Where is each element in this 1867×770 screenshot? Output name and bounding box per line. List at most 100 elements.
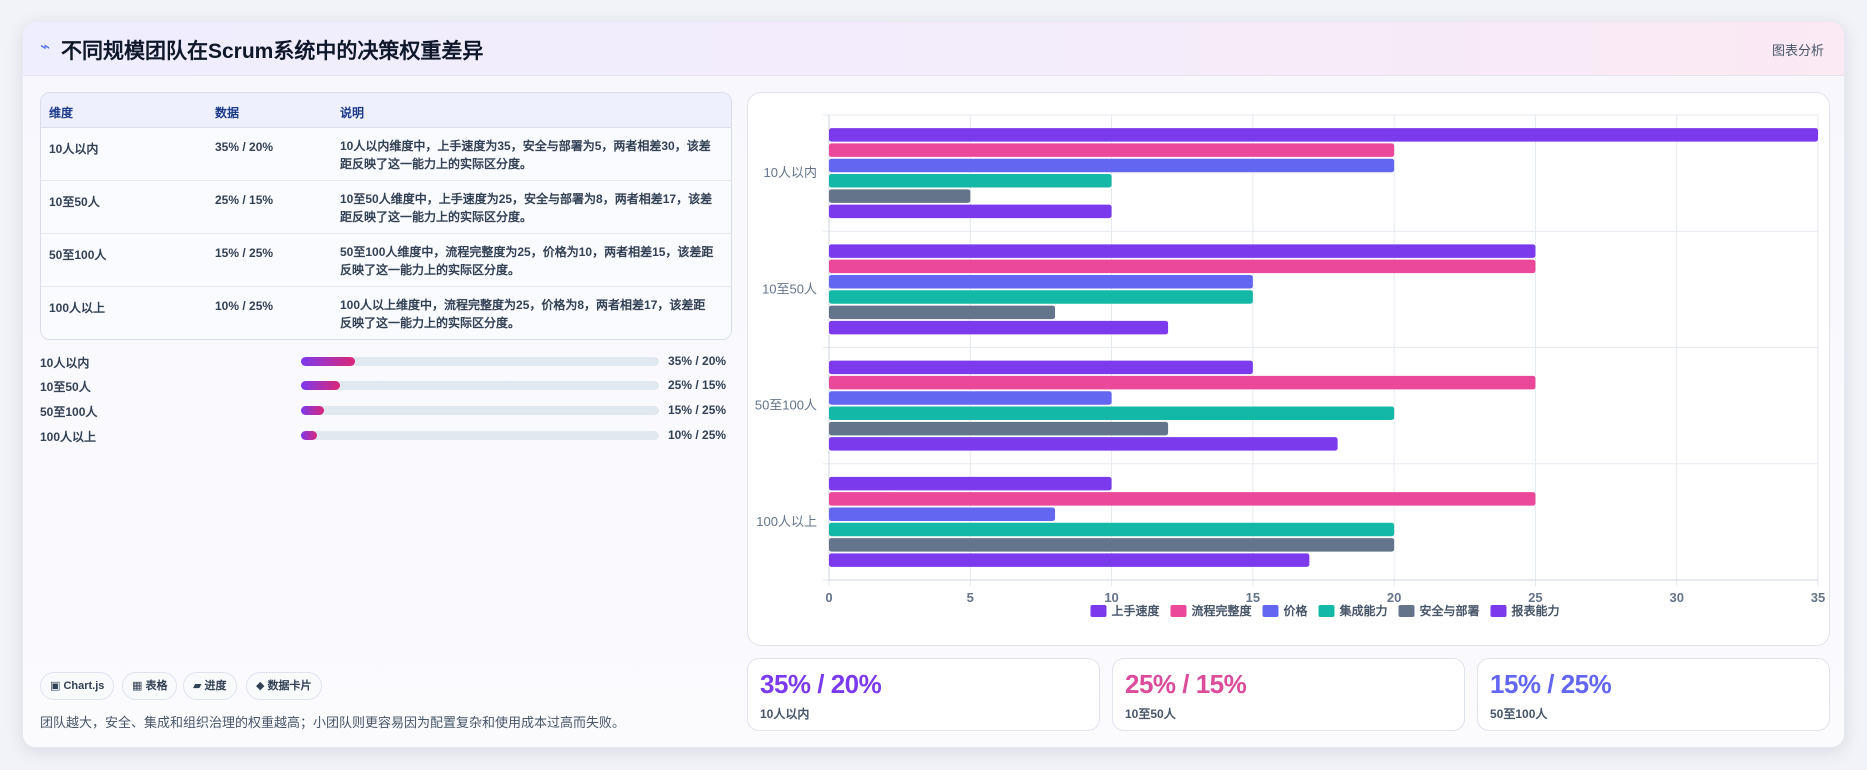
- table-row: 10至50人 25% / 15% 10至50人维度中，上手速度为25，安全与部署…: [41, 181, 731, 234]
- kpi-card: 25% / 15% 10至50人: [1112, 658, 1465, 731]
- bar-4: [829, 522, 1395, 537]
- progress-track: [301, 381, 659, 390]
- cell-dimension: 10至50人: [49, 195, 100, 209]
- kpi-label: 10至50人: [1125, 707, 1176, 721]
- x-tick-label: 30: [1669, 590, 1683, 605]
- column-header-dimension: 维度: [49, 106, 74, 120]
- progress-label: 10人以内: [40, 356, 90, 370]
- progress-value: 15% / 25%: [668, 403, 727, 417]
- header: ⌁ 不同规模团队在Scrum系统中的决策权重差异 图表分析: [23, 22, 1844, 76]
- bar-1: [829, 128, 1818, 142]
- y-tick-label: 50至100人: [755, 398, 817, 413]
- progress-track: [301, 431, 659, 440]
- bar-1: [829, 476, 1112, 491]
- legend-label: 流程完整度: [1192, 603, 1253, 618]
- y-tick-label: 10至50人: [762, 281, 817, 296]
- progress-label: 100人以上: [40, 430, 97, 444]
- bar-2: [829, 143, 1395, 157]
- page-title: 不同规模团队在Scrum系统中的决策权重差异: [61, 40, 484, 63]
- cell-data: 25% / 15%: [215, 193, 274, 207]
- progress-row: 10至50人 25% / 15%: [40, 375, 732, 395]
- legend-swatch: [1262, 605, 1279, 617]
- bar-1: [829, 360, 1253, 375]
- table-header: 维度 数据 说明: [41, 93, 731, 128]
- legend-swatch: [1170, 605, 1187, 617]
- progress-label: 50至100人: [40, 405, 98, 419]
- x-tick-label: 5: [967, 590, 974, 605]
- progress-fill: [301, 381, 341, 390]
- kpi-value: 25% / 15%: [1125, 669, 1247, 699]
- bar-3: [829, 158, 1395, 173]
- y-tick-label: 10人以内: [764, 165, 817, 180]
- bar-3: [829, 274, 1253, 289]
- bar-2: [829, 492, 1536, 506]
- progress-value: 35% / 20%: [668, 354, 727, 368]
- chip-data-card[interactable]: ◆ 数据卡片: [246, 672, 322, 700]
- cell-data: 10% / 25%: [215, 299, 274, 313]
- dashboard-card: ⌁ 不同规模团队在Scrum系统中的决策权重差异 图表分析 维度 数据 说明 1…: [22, 21, 1845, 748]
- cell-description: 10至50人维度中，上手速度为25，安全与部署为8，两者相差17，该差距反映了这…: [340, 192, 713, 224]
- legend-label: 集成能力: [1339, 603, 1388, 618]
- x-tick-label: 20: [1387, 590, 1401, 605]
- table-row: 10人以内 35% / 20% 10人以内维度中，上手速度为35，安全与部署为5…: [41, 128, 731, 181]
- progress-value: 25% / 15%: [668, 378, 727, 392]
- kpi-label: 10人以内: [760, 707, 810, 721]
- x-tick-label: 15: [1246, 590, 1260, 605]
- legend-label: 报表能力: [1512, 603, 1560, 618]
- progress-value: 10% / 25%: [668, 428, 727, 442]
- bar-3: [829, 391, 1112, 405]
- cell-description: 10人以内维度中，上手速度为35，安全与部署为5，两者相差30，该差距反映了这一…: [340, 139, 711, 171]
- kpi-value: 35% / 20%: [760, 669, 882, 699]
- chart-analysis-label: 图表分析: [1771, 43, 1824, 58]
- bar-3: [829, 507, 1056, 521]
- bar-5: [829, 538, 1395, 552]
- progress-row: 100人以上 10% / 25%: [40, 425, 732, 445]
- legend-label: 上手速度: [1112, 603, 1161, 618]
- bar-6: [829, 320, 1169, 335]
- kpi-card: 15% / 25% 50至100人: [1477, 658, 1830, 731]
- bar-1: [829, 244, 1536, 258]
- bar-4: [829, 290, 1253, 304]
- progress-track: [301, 406, 659, 415]
- x-tick-label: 25: [1528, 590, 1542, 605]
- bar-6: [829, 553, 1310, 567]
- chart-panel: 0 5 10 15 20 25 30 35 10人以内 10至50人 50至100人 100人以上 上手…: [747, 92, 1830, 646]
- progress-label: 10至50人: [40, 380, 91, 394]
- progress-row: 10人以内 35% / 20%: [40, 351, 732, 371]
- y-tick-label: 100人以上: [756, 514, 817, 529]
- progress-row: 50至100人 15% / 25%: [40, 400, 732, 420]
- x-tick-label: 0: [825, 590, 832, 605]
- chip-table[interactable]: ▦ 表格: [122, 672, 178, 700]
- bar-4: [829, 174, 1112, 188]
- cell-data: 15% / 25%: [215, 246, 274, 260]
- bar-2: [829, 259, 1536, 274]
- kpi-value: 15% / 25%: [1490, 669, 1612, 699]
- bar-4: [829, 406, 1395, 421]
- cell-dimension: 100人以上: [49, 301, 106, 315]
- bar-5: [829, 421, 1169, 436]
- bar-5: [829, 189, 971, 203]
- bar-2: [829, 375, 1536, 390]
- bar-6: [829, 204, 1112, 219]
- chip-progress[interactable]: ▰ 进度: [183, 672, 237, 700]
- bar-6: [829, 437, 1338, 451]
- legend-label: 价格: [1284, 603, 1309, 618]
- legend-swatch: [1090, 605, 1107, 617]
- progress-fill: [301, 431, 318, 440]
- progress-fill: [301, 406, 325, 415]
- table-row: 100人以上 10% / 25% 100人以上维度中，流程完整度为25，价格为8…: [41, 287, 731, 339]
- kpi-card: 35% / 20% 10人以内: [747, 658, 1100, 731]
- cell-dimension: 10人以内: [49, 142, 99, 156]
- x-tick-label: 10: [1104, 590, 1118, 605]
- chip-chartjs[interactable]: ▣ Chart.js: [40, 672, 115, 700]
- legend-swatch: [1398, 605, 1415, 617]
- data-table: 维度 数据 说明 10人以内 35% / 20% 10人以内维度中，上手速度为3…: [40, 92, 732, 340]
- summary-note: 团队越大，安全、集成和组织治理的权重越高；小团队则更容易因为配置复杂和使用成本过…: [40, 715, 626, 730]
- kpi-label: 50至100人: [1490, 707, 1548, 721]
- bar-5: [829, 305, 1056, 320]
- legend-swatch: [1318, 605, 1335, 617]
- progress-track: [301, 357, 659, 366]
- cell-data: 35% / 20%: [215, 140, 274, 154]
- cell-description: 50至100人维度中，流程完整度为25，价格为10，两者相差15，该差距反映了这…: [340, 245, 714, 277]
- column-header-data: 数据: [215, 106, 240, 120]
